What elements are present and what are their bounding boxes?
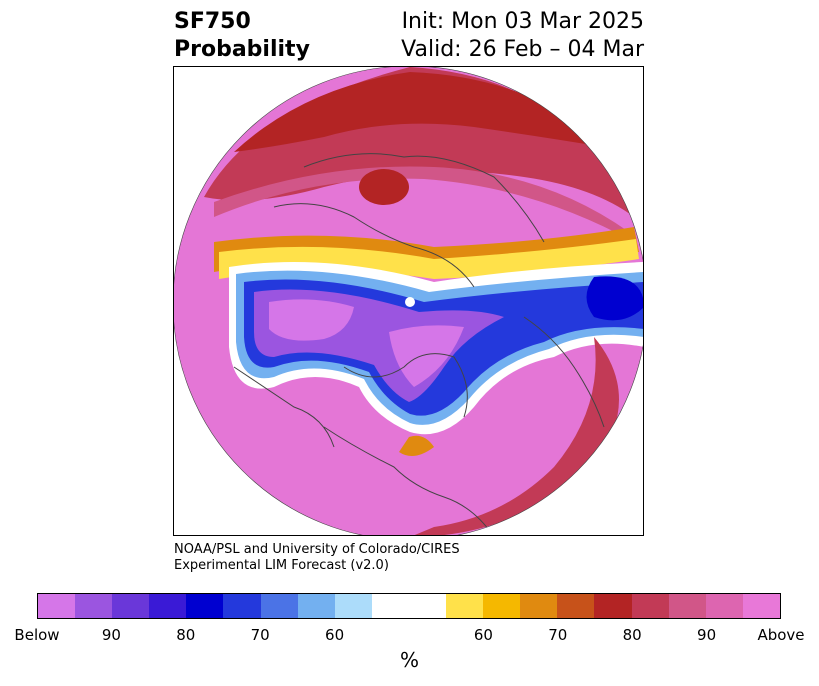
colorbar-segment bbox=[297, 594, 335, 618]
colorbar-segment bbox=[112, 594, 150, 618]
colorbar-tick-label: 70 bbox=[548, 626, 568, 644]
above-region-north-core bbox=[234, 72, 604, 152]
colorbar-tick-label: 70 bbox=[250, 626, 270, 644]
colorbar-tick-label: 90 bbox=[101, 626, 121, 644]
above-region-band bbox=[214, 166, 634, 242]
colorbar-segment bbox=[446, 594, 484, 618]
colorbar-tick-label: 90 bbox=[697, 626, 717, 644]
transition-south bbox=[399, 435, 434, 456]
above-core-asia bbox=[359, 169, 409, 205]
colorbar-segment bbox=[223, 594, 261, 618]
colorbar-tick-label: 80 bbox=[176, 626, 196, 644]
colorbar-tick-label: Below bbox=[14, 626, 60, 644]
colorbar-segment bbox=[520, 594, 558, 618]
colorbar-segment bbox=[705, 594, 743, 618]
colorbar-segment bbox=[557, 594, 595, 618]
colorbar-tick-label: 60 bbox=[473, 626, 493, 644]
credit-line1: NOAA/PSL and University of Colorado/CIRE… bbox=[174, 542, 460, 557]
colorbar-segment bbox=[631, 594, 669, 618]
colorbar-segment bbox=[75, 594, 113, 618]
colorbar-segment bbox=[483, 594, 521, 618]
colorbar-tick-label: Above bbox=[757, 626, 805, 644]
colorbar-tick-label: 60 bbox=[325, 626, 345, 644]
colorbar bbox=[37, 593, 781, 619]
north-pole-marker bbox=[405, 297, 415, 307]
colorbar-segment bbox=[149, 594, 187, 618]
probability-map bbox=[174, 67, 643, 535]
colorbar-segment bbox=[594, 594, 632, 618]
below-region-peak-center bbox=[389, 325, 464, 387]
title-variable-line1: SF750 bbox=[174, 9, 251, 34]
title-variable: SF750 Probability bbox=[174, 8, 310, 64]
valid-range: Valid: 26 Feb – 04 Mar bbox=[401, 37, 644, 62]
init-date: Init: Mon 03 Mar 2025 bbox=[401, 9, 644, 34]
colorbar-segment bbox=[260, 594, 298, 618]
colorbar-unit: % bbox=[399, 648, 419, 672]
colorbar-tick-label: 80 bbox=[622, 626, 642, 644]
colorbar-segment bbox=[371, 594, 447, 618]
title-variable-line2: Probability bbox=[174, 37, 310, 62]
credit-line2: Experimental LIM Forecast (v2.0) bbox=[174, 558, 389, 573]
colorbar-segment bbox=[186, 594, 224, 618]
colorbar-segment bbox=[334, 594, 372, 618]
colorbar-segment bbox=[742, 594, 780, 618]
title-dates: Init: Mon 03 Mar 2025 Valid: 26 Feb – 04… bbox=[401, 8, 644, 64]
below-region-east-core bbox=[586, 276, 643, 321]
colorbar-ticks: Below 90 80 70 60 60 70 80 90 Above bbox=[0, 626, 819, 646]
below-region-peak-west bbox=[269, 299, 354, 341]
colorbar-segment bbox=[38, 594, 76, 618]
map-panel bbox=[173, 66, 644, 536]
credit: NOAA/PSL and University of Colorado/CIRE… bbox=[174, 542, 460, 574]
colorbar-segment bbox=[668, 594, 706, 618]
